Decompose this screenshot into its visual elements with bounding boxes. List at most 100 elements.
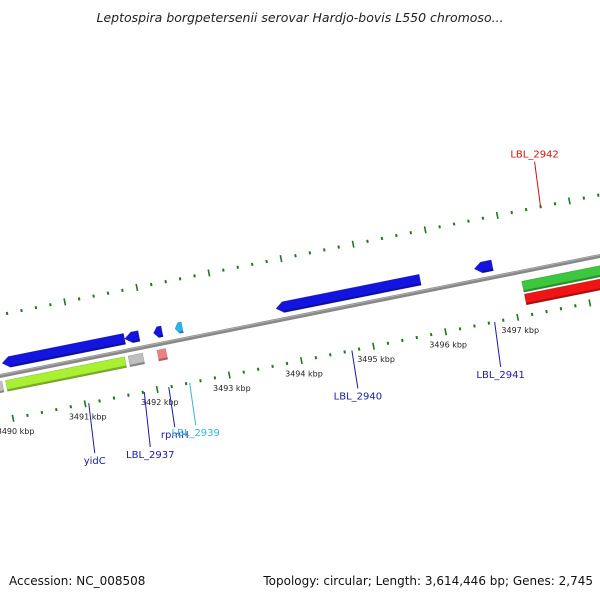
minor-tick xyxy=(567,197,571,205)
gene-label-lbl_2939[interactable]: LBL_2939 xyxy=(171,428,219,439)
minor-tick xyxy=(265,259,268,264)
gene-shade xyxy=(129,361,145,367)
minor-tick xyxy=(588,299,592,307)
minor-tick xyxy=(530,312,534,317)
minor-tick xyxy=(516,313,520,321)
tick-label: 3497 kbp xyxy=(501,326,539,335)
minor-tick xyxy=(121,288,124,292)
minor-tick xyxy=(343,350,346,354)
gene-label-lbl_2942[interactable]: LBL_2942 xyxy=(510,150,558,161)
gene-shade xyxy=(526,288,600,305)
minor-tick xyxy=(545,309,548,314)
gene-layer xyxy=(0,259,600,394)
chromosome-backbone xyxy=(0,253,600,379)
minor-tick xyxy=(5,311,9,316)
gene-label-lbl_2940[interactable]: LBL_2940 xyxy=(334,391,382,402)
minor-tick xyxy=(357,347,361,351)
gene-feature-g12[interactable] xyxy=(521,263,600,293)
minor-tick xyxy=(170,384,173,389)
gene-label-rpmh[interactable]: rpmH xyxy=(161,430,189,441)
gene-shade xyxy=(132,339,141,343)
minor-tick xyxy=(294,254,297,258)
gene-shade xyxy=(179,330,184,334)
minor-tick xyxy=(481,216,485,220)
minor-tick xyxy=(135,283,139,292)
gene-feature-LBL_2940[interactable] xyxy=(275,273,422,313)
gene-feature-rpmH[interactable] xyxy=(156,348,169,362)
minor-tick xyxy=(112,396,116,400)
minor-tick xyxy=(351,240,355,248)
label-leader-line xyxy=(88,403,96,454)
gene-feature-LBL_2942[interactable] xyxy=(523,276,600,306)
minor-tick xyxy=(92,294,95,298)
minor-tick xyxy=(227,371,231,379)
gene-feature-g2[interactable] xyxy=(0,380,5,394)
minor-tick xyxy=(444,328,448,336)
minor-tick xyxy=(193,274,196,278)
topology-summary: Topology: circular; Length: 3,614,446 bp… xyxy=(263,574,593,588)
minor-tick xyxy=(366,239,369,243)
gene-shade xyxy=(10,342,126,368)
minor-tick xyxy=(423,226,427,234)
minor-tick xyxy=(458,327,462,331)
minor-tick xyxy=(11,414,15,422)
minor-tick xyxy=(55,407,58,412)
minor-tick xyxy=(141,390,145,394)
minor-tick xyxy=(127,393,130,397)
minor-tick xyxy=(314,356,318,360)
tick-label: 3496 kbp xyxy=(429,340,467,349)
minor-tick xyxy=(34,305,38,310)
gene-shade xyxy=(7,365,127,392)
minor-tick xyxy=(380,236,384,241)
tick-label: 3492 kbp xyxy=(141,398,179,407)
gene-shade xyxy=(523,274,600,293)
minor-tick xyxy=(386,341,390,345)
gene-feature-LBL_2937[interactable] xyxy=(127,352,145,368)
minor-tick xyxy=(26,413,29,418)
minor-tick xyxy=(395,233,398,238)
gene-feature-LBL_2939[interactable] xyxy=(174,321,184,334)
gene-feature-g5[interactable] xyxy=(124,330,141,344)
label-leader-line xyxy=(494,321,502,368)
minor-tick xyxy=(236,265,240,269)
minor-tick xyxy=(473,324,476,328)
minor-tick xyxy=(596,193,600,197)
gene-label-yidc[interactable]: yidC xyxy=(84,456,106,467)
minor-tick xyxy=(178,277,182,281)
minor-tick xyxy=(213,376,217,380)
minor-tick xyxy=(20,308,23,313)
minor-tick xyxy=(452,222,456,226)
minor-tick xyxy=(401,338,404,343)
minor-tick xyxy=(63,298,67,306)
label-leader-line xyxy=(351,350,359,389)
gene-shade xyxy=(482,268,494,273)
gene-shade xyxy=(158,334,164,338)
minor-tick xyxy=(279,255,283,263)
minor-tick xyxy=(337,245,340,249)
accession-text: Accession: NC_008508 xyxy=(9,574,146,588)
minor-tick xyxy=(438,225,441,229)
minor-tick xyxy=(285,361,289,366)
minor-tick xyxy=(328,353,332,357)
minor-tick xyxy=(429,332,433,337)
minor-tick xyxy=(199,379,202,383)
gene-feature-LBL_2941[interactable] xyxy=(473,259,494,274)
gene-feature-g7[interactable] xyxy=(153,325,164,338)
minor-tick xyxy=(415,335,419,340)
gene-label-lbl_2937[interactable]: LBL_2937 xyxy=(126,450,174,461)
gene-feature-yidC[interactable] xyxy=(5,356,127,392)
minor-tick xyxy=(524,207,528,212)
minor-tick xyxy=(106,291,110,295)
gene-label-lbl_2941[interactable]: LBL_2941 xyxy=(476,370,524,381)
minor-tick xyxy=(40,410,44,415)
minor-tick xyxy=(553,202,557,206)
map-title: Leptospira borgpetersenii serovar Hardjo… xyxy=(96,10,504,25)
gene-shade xyxy=(0,390,4,393)
minor-tick xyxy=(502,318,505,322)
minor-tick xyxy=(49,303,52,307)
minor-tick xyxy=(250,262,254,267)
minor-tick xyxy=(495,211,499,219)
minor-tick xyxy=(582,196,586,200)
